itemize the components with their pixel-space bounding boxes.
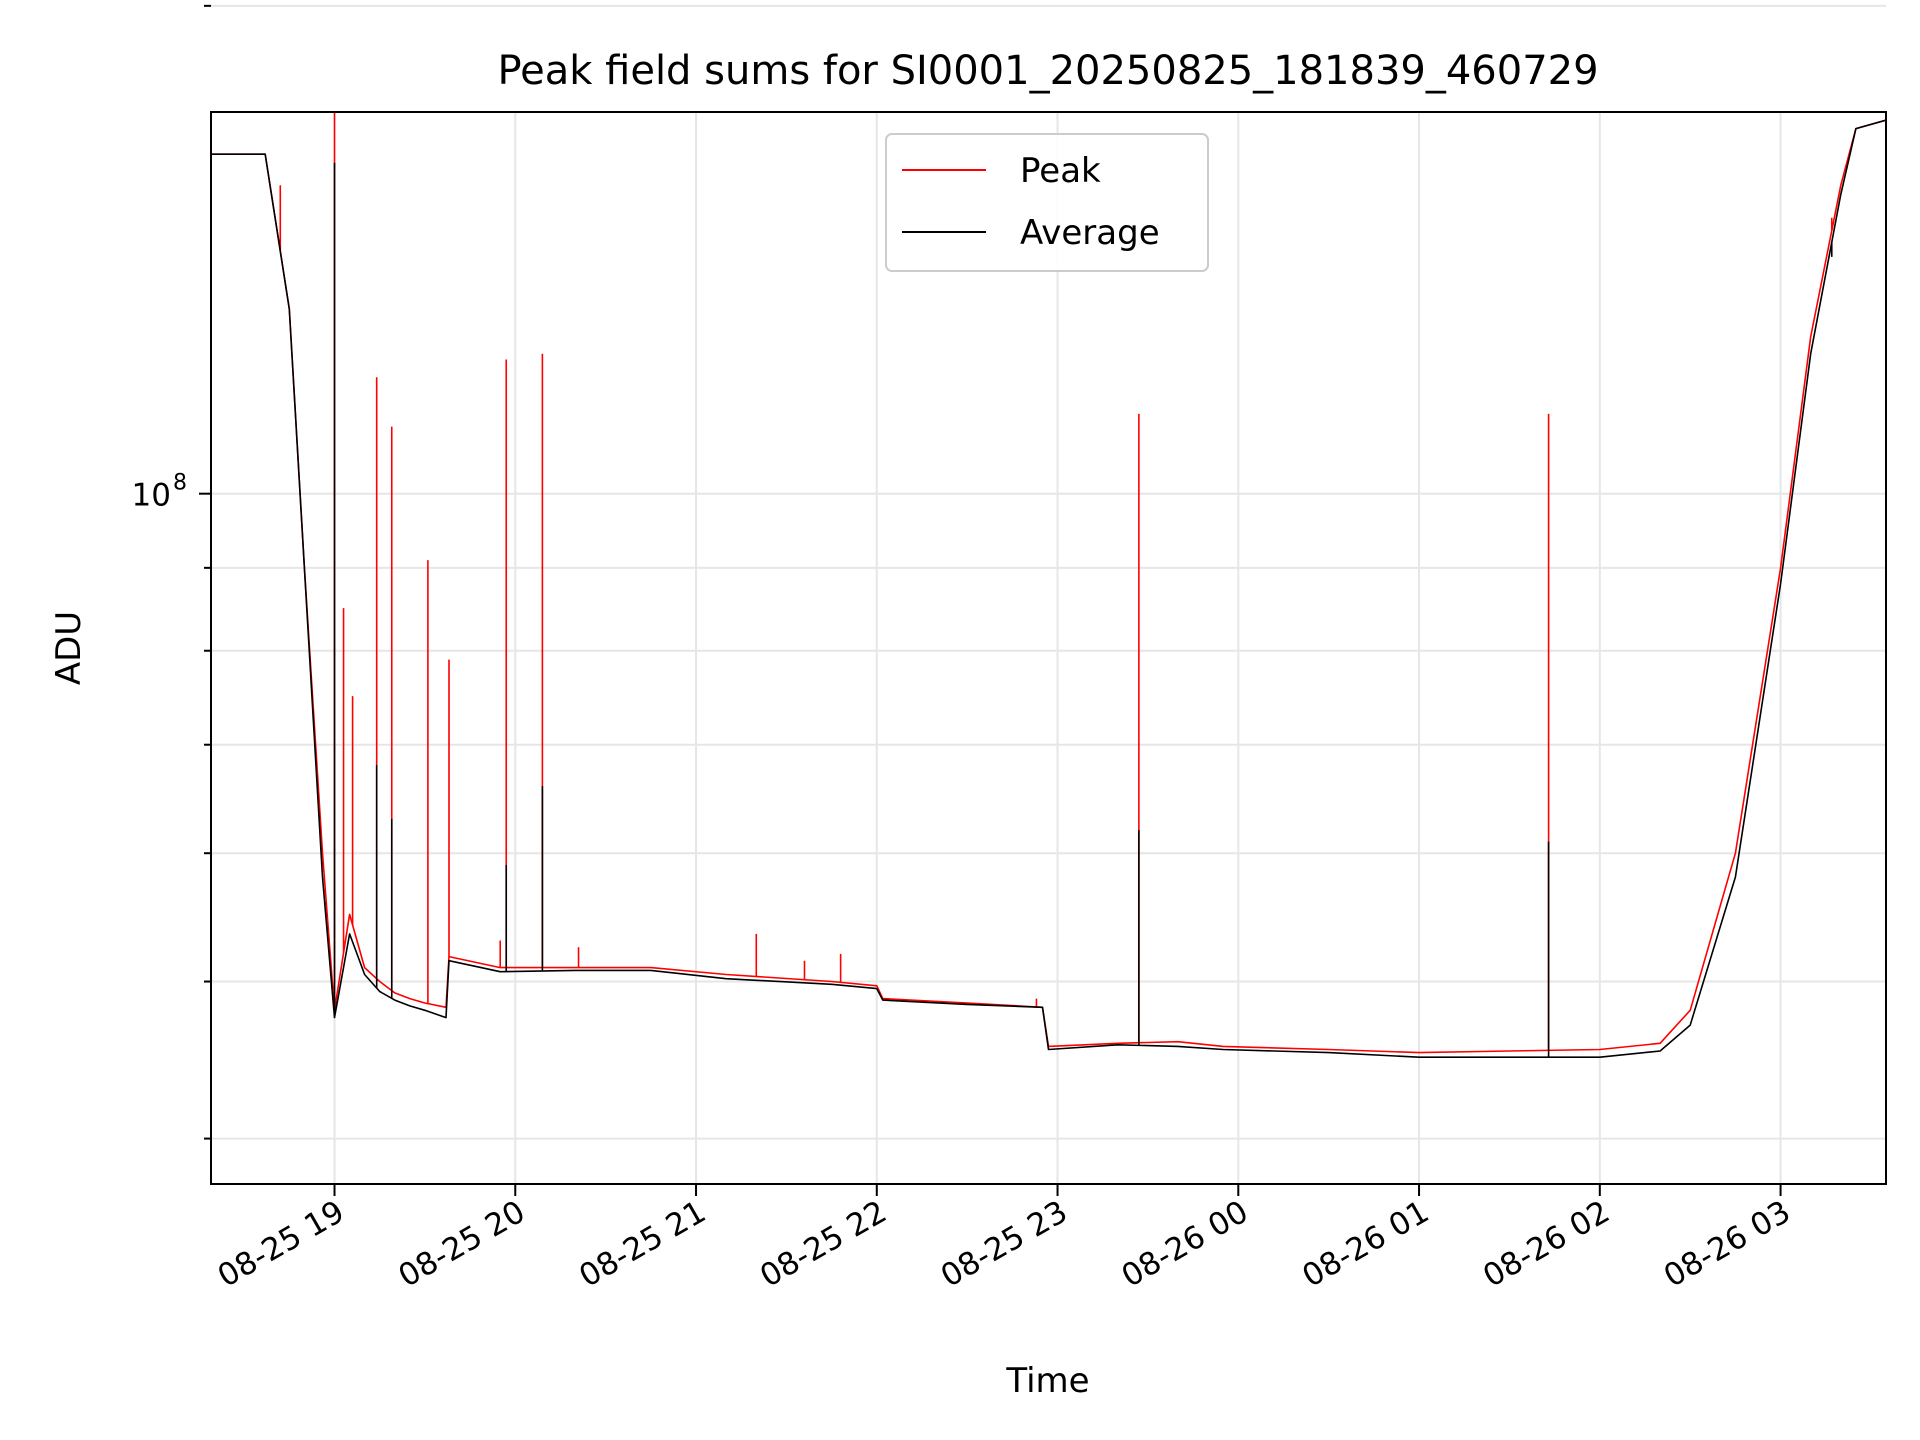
chart-title: Peak field sums for SI0001_20250825_1818… — [497, 48, 1598, 94]
series-layer — [211, 112, 1886, 1058]
series-line-average — [211, 119, 1886, 1058]
y-tick-exponent: 8 — [173, 471, 187, 496]
legend: Peak Average — [885, 133, 1209, 272]
legend-label-average: Average — [1020, 213, 1160, 253]
legend-label-peak: Peak — [1020, 151, 1101, 191]
series-line-peak — [211, 119, 1886, 1054]
y-axis-label: ADU — [49, 611, 89, 685]
x-axis-label: Time — [1005, 1361, 1089, 1401]
y-tick-label: 10 — [132, 478, 171, 514]
plot-lines-group — [211, 112, 1886, 1058]
legend-box — [885, 133, 1209, 272]
plot-frame — [210, 111, 1887, 1185]
grid-layer — [211, 4, 1886, 1184]
